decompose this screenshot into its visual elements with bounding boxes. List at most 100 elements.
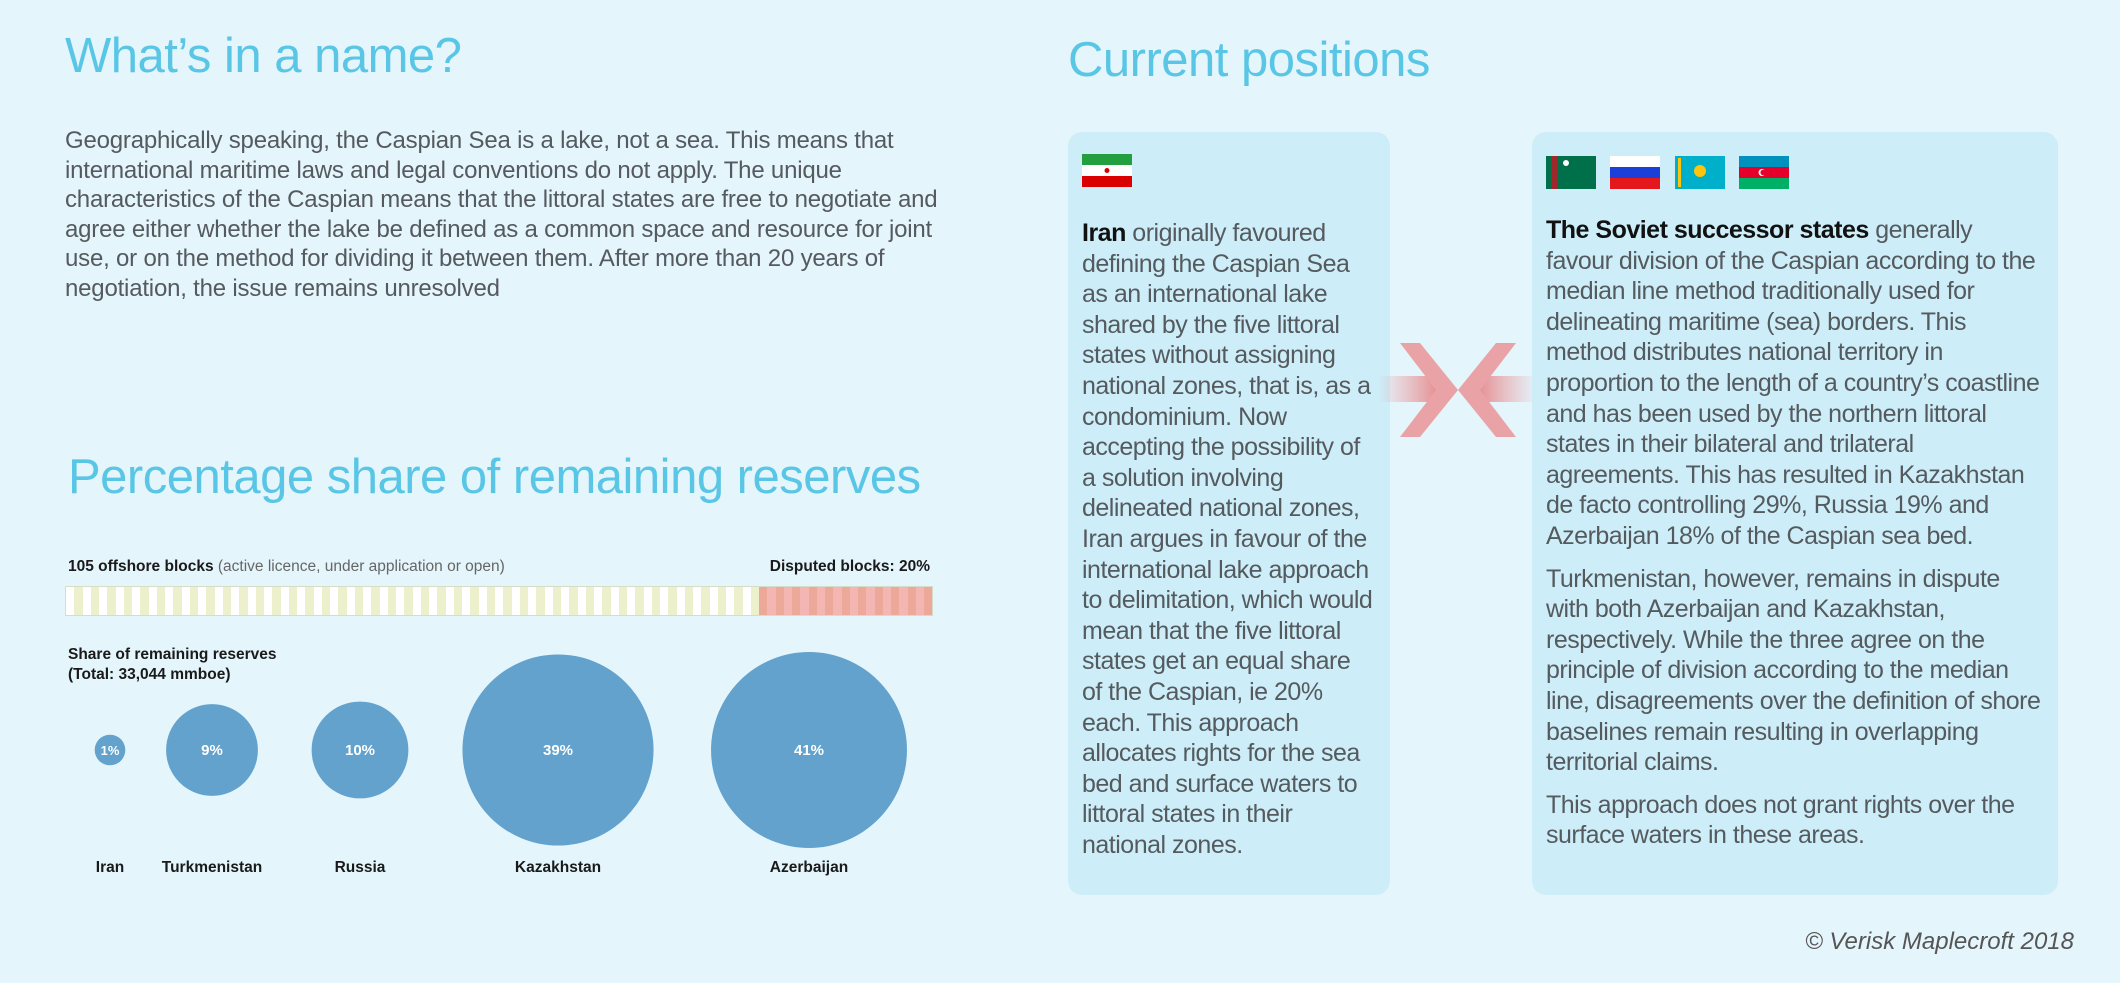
offshore-block xyxy=(354,587,363,615)
bubble-iran xyxy=(94,734,126,766)
disputed-block xyxy=(775,587,784,615)
offshore-block xyxy=(231,587,240,615)
offshore-block xyxy=(478,587,487,615)
turkmenistan-flag-icon xyxy=(1546,156,1596,189)
bubble-russia xyxy=(311,701,409,799)
disputed-block xyxy=(849,587,858,615)
offshore-block xyxy=(222,587,231,615)
offshore-block xyxy=(594,587,603,615)
offshore-block xyxy=(668,587,677,615)
offshore-block xyxy=(148,587,157,615)
offshore-block xyxy=(503,587,512,615)
offshore-block xyxy=(519,587,528,615)
offshore-block xyxy=(173,587,182,615)
offshore-block xyxy=(123,587,132,615)
offshore-block xyxy=(445,587,454,615)
flags-row xyxy=(1546,156,2044,189)
offshore-block xyxy=(701,587,710,615)
bubble-turkmenistan xyxy=(166,704,258,796)
offshore-block xyxy=(214,587,223,615)
bubble-value-label: 1% xyxy=(101,743,120,758)
offshore-block xyxy=(313,587,322,615)
offshore-block xyxy=(338,587,347,615)
disputed-label: Disputed blocks: 20% xyxy=(769,558,930,575)
offshore-block xyxy=(321,587,330,615)
share-label-line2: (Total: 33,044 mmboe) xyxy=(68,666,231,683)
offshore-block xyxy=(396,587,405,615)
offshore-block xyxy=(429,587,438,615)
offshore-block xyxy=(635,587,644,615)
offshore-block xyxy=(726,587,735,615)
disputed-block xyxy=(833,587,842,615)
offshore-block xyxy=(156,587,165,615)
offshore-block xyxy=(272,587,281,615)
offshore-block xyxy=(569,587,578,615)
offshore-block xyxy=(511,587,520,615)
offshore-block xyxy=(165,587,174,615)
offshore-block xyxy=(115,587,124,615)
offshore-block xyxy=(742,587,751,615)
offshore-block xyxy=(404,587,413,615)
intro-title: What’s in a name? xyxy=(65,29,462,83)
iran-position-card: Iran originally favoured defining the Ca… xyxy=(1068,132,1390,895)
offshore-block xyxy=(387,587,396,615)
bubble-value-label: 9% xyxy=(201,742,223,759)
bubble-value-label: 10% xyxy=(345,742,375,759)
offshore-block xyxy=(379,587,388,615)
offshore-block xyxy=(486,587,495,615)
disputed-block xyxy=(792,587,801,615)
offshore-block xyxy=(602,587,611,615)
soviet-states-position-card: The Soviet successor states generally fa… xyxy=(1532,132,2058,895)
offshore-block xyxy=(453,587,462,615)
bubble-kazakhstan xyxy=(462,654,654,846)
iran-position-text: Iran originally favoured defining the Ca… xyxy=(1082,218,1376,860)
soviet-paragraph-3: This approach does not grant rights over… xyxy=(1546,790,2015,850)
disputed-block xyxy=(800,587,809,615)
disputed-block xyxy=(808,587,817,615)
offshore-block xyxy=(750,587,759,615)
disputed-block xyxy=(841,587,850,615)
offshore-block xyxy=(470,587,479,615)
offshore-block xyxy=(561,587,570,615)
bubble-value-label: 39% xyxy=(543,742,573,759)
offshore-block xyxy=(255,587,264,615)
offshore-block xyxy=(717,587,726,615)
offshore-block xyxy=(676,587,685,615)
russia-flag-icon xyxy=(1610,156,1661,189)
reserves-bubble-chart: 1% Iran 9% Turkmenistan 10% Russia 39% Kazakhst… xyxy=(94,652,907,876)
offshore-block xyxy=(544,587,553,615)
disputed-block xyxy=(899,587,908,615)
offshore-block xyxy=(90,587,99,615)
offshore-block xyxy=(264,587,273,615)
offshore-block xyxy=(693,587,702,615)
bubble-category-label: Turkmenistan xyxy=(162,859,263,876)
share-label: Share of remaining reserves (Total: 33,0… xyxy=(68,645,277,685)
iran-bold: Iran xyxy=(1082,219,1126,247)
disputed-block xyxy=(866,587,875,615)
intro-text: Geographically speaking, the Caspian Sea… xyxy=(65,127,938,302)
offshore-block xyxy=(528,587,537,615)
disputed-block xyxy=(825,587,834,615)
offshore-block xyxy=(684,587,693,615)
soviet-paragraph-2: Turkmenistan, however, remains in disput… xyxy=(1546,564,2041,777)
disputed-block xyxy=(858,587,867,615)
offshore-block xyxy=(288,587,297,615)
offshore-block xyxy=(132,587,141,615)
disputed-block xyxy=(759,587,768,615)
offshore-block xyxy=(363,587,372,615)
offshore-block xyxy=(66,587,75,615)
iran-text: originally favoured defining the Caspian… xyxy=(1082,219,1373,859)
offshore-block xyxy=(198,587,207,615)
offshore-block xyxy=(371,587,380,615)
opposing-arrows-icon xyxy=(1378,343,1538,437)
blocks-count: 105 offshore blocks xyxy=(68,558,214,575)
offshore-block xyxy=(420,587,429,615)
disputed-block xyxy=(874,587,883,615)
offshore-block xyxy=(74,587,83,615)
share-label-line1: Share of remaining reserves xyxy=(68,646,277,663)
bubble-category-label: Russia xyxy=(335,859,386,876)
bubble-category-label: Azerbaijan xyxy=(770,859,848,876)
offshore-block xyxy=(734,587,743,615)
blocks-label: 105 offshore blocks (active licence, und… xyxy=(68,558,505,576)
bubble-azerbaijan xyxy=(711,652,907,848)
